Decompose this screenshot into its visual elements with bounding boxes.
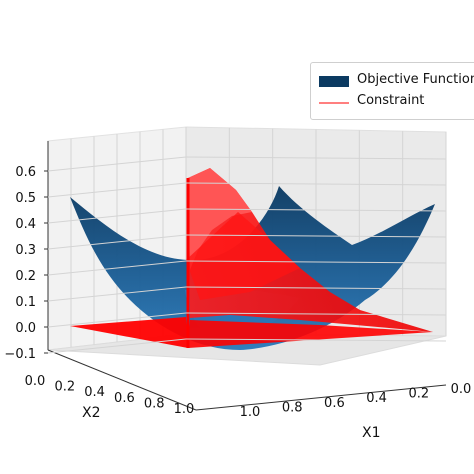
x2-tick-label: 0.0	[25, 374, 46, 389]
z-tick-label: 0.0	[15, 321, 36, 336]
x1-tick-label: 0.6	[324, 396, 345, 411]
x2-tick-label: 0.2	[54, 380, 75, 395]
z-tick-label: 0.6	[15, 165, 36, 180]
constraint-ridge-top	[188, 168, 252, 270]
grid-line	[185, 260, 447, 264]
grid-line	[185, 182, 447, 186]
x2-tick-label: 0.6	[114, 391, 135, 406]
z-tick-label: 0.4	[15, 217, 36, 232]
legend-item-objective: Objective Function	[311, 71, 474, 91]
grid-line	[185, 338, 447, 342]
grid-line	[185, 208, 447, 212]
x1-axis-ticks: 1.0 0.8 0.6 0.4 0.2 0.0	[240, 382, 472, 420]
legend-constraint-label: Constraint	[357, 93, 425, 108]
z-tick-label: 0.1	[15, 295, 36, 310]
x1-tick-label: 0.0	[451, 382, 472, 397]
grid-line	[47, 182, 187, 198]
constraint-wedge	[186, 212, 300, 300]
grid-line	[47, 234, 187, 250]
grid-line	[47, 286, 187, 302]
constraint-floor-sheet	[70, 317, 188, 348]
axis-lines	[47, 141, 447, 411]
grid-line	[47, 156, 187, 172]
x1-tick-label: 0.4	[366, 391, 387, 406]
x1-tick-label: 0.2	[408, 387, 429, 402]
z-tick-label: −0.1	[4, 347, 36, 362]
legend-item-constraint: Constraint	[311, 92, 474, 112]
grid-line	[47, 312, 187, 328]
x2-axis-line	[47, 349, 197, 411]
legend-objective-swatch	[319, 76, 349, 87]
grid-line	[185, 234, 447, 238]
z-tick-label: 0.5	[15, 191, 36, 206]
x2-axis-ticks: 0.0 0.2 0.4 0.6 0.8 1.0	[25, 374, 195, 417]
x1-axis-line	[195, 384, 447, 411]
grid-line	[47, 260, 187, 276]
grid-line	[185, 286, 447, 290]
legend: Objective Function Constraint	[310, 62, 474, 120]
grid-line	[47, 208, 187, 224]
grid-line	[185, 156, 447, 160]
x1-tick-label: 1.0	[240, 405, 261, 420]
z-axis-ticks: −0.1 0.0 0.1 0.2 0.3 0.4 0.5 0.6	[4, 156, 447, 362]
grid-line	[47, 338, 187, 354]
constraint-right-sheet	[188, 320, 433, 348]
x2-tick-label: 0.4	[84, 385, 105, 400]
z-tick-label: 0.3	[15, 243, 36, 258]
legend-objective-label: Objective Function	[357, 72, 474, 87]
z-tick-label: 0.2	[15, 269, 36, 284]
x2-axis-label: X2	[82, 405, 101, 421]
x1-tick-label: 0.8	[282, 400, 303, 415]
x2-tick-label: 1.0	[174, 402, 195, 417]
x1-axis-label: X1	[362, 425, 381, 441]
x2-tick-label: 0.8	[144, 396, 165, 411]
legend-constraint-line	[319, 102, 349, 104]
grid-line	[185, 312, 447, 316]
